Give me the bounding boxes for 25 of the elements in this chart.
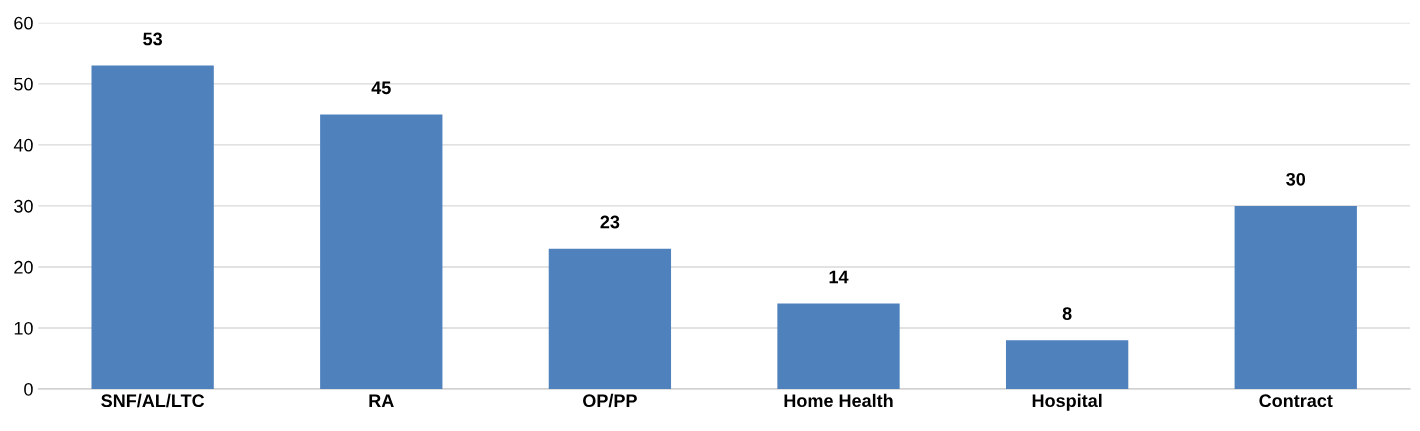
bar xyxy=(91,65,214,389)
y-tick-label: 10 xyxy=(14,321,33,335)
x-tick-label: Hospital xyxy=(1032,393,1102,411)
data-label: 45 xyxy=(371,81,391,95)
x-tick-label: SNF/AL/LTC xyxy=(101,393,205,408)
data-label: 30 xyxy=(1286,172,1306,186)
y-tick-label: 30 xyxy=(14,199,33,213)
data-label: 8 xyxy=(1062,307,1072,320)
bar xyxy=(548,248,672,389)
x-tick-label: OP/PP xyxy=(583,393,637,408)
y-tick-label: 50 xyxy=(14,77,33,91)
bar xyxy=(1234,205,1357,389)
x-tick-label: RA xyxy=(369,394,394,407)
data-label: 23 xyxy=(600,215,620,229)
data-label: 14 xyxy=(829,270,849,284)
bar xyxy=(320,114,443,389)
bar xyxy=(777,303,900,389)
x-tick-label: Contract xyxy=(1259,394,1333,408)
data-label: 53 xyxy=(143,32,163,46)
bar xyxy=(1005,340,1129,389)
y-tick-label: 0 xyxy=(24,382,33,396)
x-tick-label: Home Health xyxy=(784,393,893,408)
y-tick-label: 60 xyxy=(14,16,33,30)
y-tick-label: 20 xyxy=(14,260,33,274)
y-tick-label: 40 xyxy=(13,138,33,152)
